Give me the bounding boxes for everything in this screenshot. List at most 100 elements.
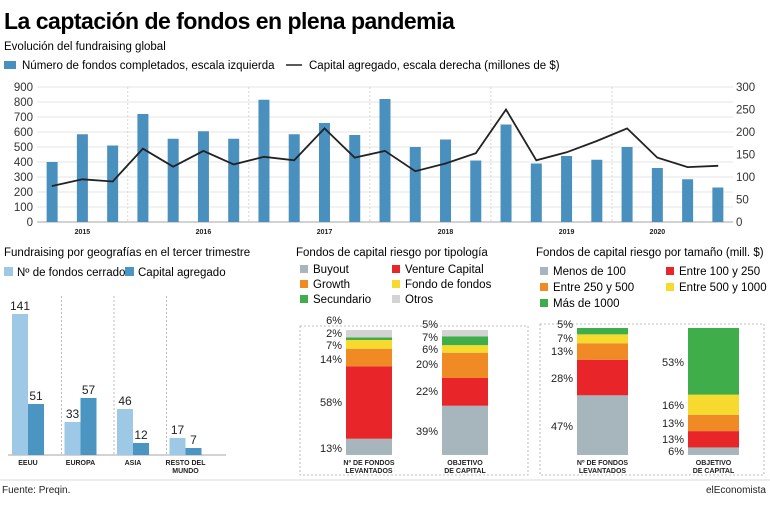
- legend-swatch: [540, 283, 548, 291]
- geo-capital-bar: [185, 448, 202, 455]
- fund-count-bar: [561, 156, 573, 222]
- stack-pct-label: 7%: [326, 340, 342, 352]
- stack-pct-label: 13%: [662, 418, 684, 430]
- legend-label: Entre 500 y 1000: [679, 282, 767, 294]
- stack-pct-label: 39%: [416, 426, 438, 438]
- stack-segment: [577, 328, 628, 335]
- stack-segment: [688, 328, 739, 395]
- stack-frame: [299, 325, 529, 476]
- y-left-tick-label: 600: [14, 127, 33, 139]
- fund-count-bar: [440, 139, 452, 222]
- stack-pct-label: 47%: [551, 421, 573, 433]
- legend-swatch: [300, 295, 308, 303]
- geo-category-label: RESTO DEL: [166, 460, 207, 467]
- y-left-tick-label: 800: [14, 97, 33, 109]
- capital-point: [687, 166, 689, 168]
- stack-pct-label: 13%: [662, 434, 684, 446]
- y-left-tick-label: 400: [14, 157, 33, 169]
- capital-point: [293, 159, 295, 161]
- capital-point: [202, 150, 205, 152]
- legend-swatch: [392, 280, 400, 288]
- fund-count-bar: [46, 162, 58, 222]
- capital-point: [596, 140, 598, 142]
- page-title: La captación de fondos en plena pandemia: [4, 8, 455, 34]
- capital-point: [81, 178, 83, 180]
- main-chart: 0 100 200 300 400 500 600 700 800 900 0 50 100 150 200…: [14, 82, 755, 236]
- geo-value-label: 46: [118, 394, 132, 408]
- fund-count-bar: [288, 134, 300, 222]
- stack-segment: [346, 366, 392, 439]
- fund-count-bar: [197, 131, 209, 222]
- fund-count-bar: [500, 124, 512, 222]
- brand-logo: elEconomista: [706, 485, 766, 496]
- stack-segment: [577, 395, 628, 455]
- fund-count-bar: [591, 159, 603, 222]
- geo-value-label: 141: [10, 299, 30, 313]
- fund-count-bar: [651, 168, 663, 222]
- y-left-tick-label: 200: [14, 187, 33, 199]
- capital-point: [384, 150, 386, 152]
- type-panel-title: Fondos de capital riesgo por tipología: [296, 247, 488, 259]
- legend-label-fondos-cerrados: Nº de fondos cerrados: [17, 267, 131, 279]
- capital-point: [414, 170, 416, 172]
- fund-count-bar: [349, 135, 361, 222]
- stack-segment: [442, 330, 488, 337]
- legend-label-capital-agregado: Capital agregado: [138, 267, 226, 279]
- legend-label-line: Capital agregado, escala derecha (millon…: [309, 60, 560, 72]
- stack-segment: [346, 330, 392, 338]
- stack-segment: [442, 352, 488, 378]
- stack-segment: [442, 336, 488, 346]
- stack-segment: [688, 431, 739, 448]
- geo-funds-bar: [12, 314, 28, 455]
- size-panel-title: Fondos de capital riesgo por tamaño (mil…: [536, 247, 764, 259]
- fund-count-bar: [76, 134, 88, 222]
- legend-swatch: [392, 265, 400, 273]
- legend-label: Más de 1000: [553, 298, 620, 310]
- stack-pct-label: 53%: [662, 357, 684, 369]
- year-label: 2016: [196, 229, 212, 236]
- capital-point: [112, 180, 114, 183]
- legend-swatch: [666, 283, 674, 291]
- y-right-tick-label: 100: [736, 172, 755, 184]
- geo-capital-bar: [80, 398, 97, 455]
- stack-segment: [442, 405, 488, 455]
- geo-category-label: MUNDO: [172, 468, 199, 475]
- geo-category-label: EEUU: [18, 460, 37, 467]
- y-left-tick-label: 300: [14, 172, 33, 184]
- capital-point: [656, 157, 658, 159]
- stack-pct-label: 13%: [320, 443, 342, 455]
- capital-point: [172, 166, 174, 168]
- stack-category-label: LEVANTADOS: [345, 468, 393, 475]
- year-label: 2017: [317, 229, 333, 236]
- size-chart: Menos de 100 Entre 100 y 250 Entre 250 y 5…: [539, 266, 767, 476]
- fund-count-bar: [258, 99, 270, 222]
- legend-swatch: [392, 295, 400, 303]
- geo-category-label: EUROPA: [66, 460, 95, 467]
- legend-swatch: [540, 267, 548, 275]
- stack-pct-label: 6%: [422, 344, 438, 356]
- geo-capital-bar: [133, 443, 149, 455]
- stack-category-label: LEVANTADOS: [579, 468, 627, 475]
- y-right-tick-label: 0: [736, 217, 742, 229]
- geo-value-label: 51: [29, 389, 43, 403]
- legend-label: Entre 100 y 250: [679, 266, 760, 278]
- fund-count-bar: [682, 179, 694, 222]
- capital-point: [323, 127, 326, 129]
- type-chart: Buyout Venture Capital Growth Fondo de fond…: [299, 264, 529, 476]
- stack-segment: [688, 447, 739, 455]
- capital-point: [717, 165, 719, 167]
- geo-value-label: 17: [171, 423, 185, 437]
- fund-count-bar: [137, 114, 149, 222]
- fund-count-bar: [167, 138, 179, 222]
- fund-count-bar: [107, 145, 119, 222]
- fund-count-bar: [318, 123, 330, 222]
- stack-segment: [688, 414, 739, 432]
- stack-pct-label: 5%: [422, 319, 438, 331]
- legend-label: Otros: [405, 294, 433, 306]
- stack-pct-label: 22%: [416, 386, 438, 398]
- capital-point: [535, 159, 537, 161]
- y-right-tick-label: 300: [736, 82, 755, 94]
- stack-segment: [442, 345, 488, 353]
- geo-funds-bar: [64, 422, 81, 455]
